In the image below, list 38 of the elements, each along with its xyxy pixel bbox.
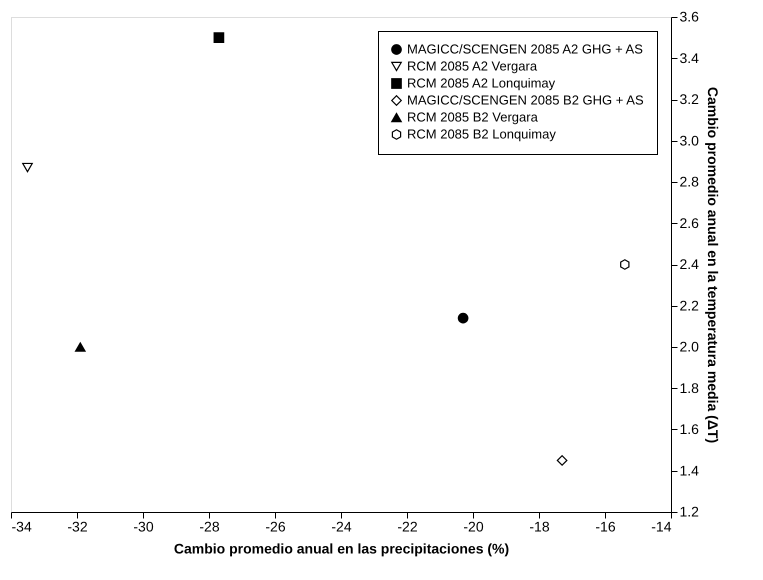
- y-tick-label: 1.2: [680, 504, 700, 520]
- legend-label: MAGICC/SCENGEN 2085 B2 GHG + AS: [407, 92, 644, 108]
- x-tick-label: -20: [463, 518, 484, 534]
- y-tick-label: 3.0: [680, 132, 700, 148]
- y-tick-label: 1.4: [680, 462, 700, 478]
- point: [458, 312, 468, 324]
- legend-label: RCM 2085 A2 Lonquimay: [407, 76, 556, 90]
- x-tick-label: -26: [265, 518, 286, 534]
- y-tick-label: 2.6: [680, 214, 700, 231]
- y-tick-label: 3.2: [680, 91, 700, 107]
- legend-label: RCM 2085 B2 Vergara: [407, 110, 539, 124]
- x-tick-label: -24: [331, 518, 352, 534]
- legend-label: MAGICC/SCENGEN 2085 A2 GHG + AS: [407, 42, 644, 56]
- legend-label: RCM 2085 A2 Vergara: [407, 58, 538, 74]
- y-tick-label: 2.0: [680, 338, 700, 354]
- y-tick-label: 2.4: [680, 256, 700, 272]
- x-tick-label: -30: [133, 518, 154, 534]
- point: [74, 342, 86, 352]
- x-tick-label: -22: [397, 518, 418, 534]
- x-tick-label: -16: [595, 518, 616, 534]
- point: [556, 455, 568, 466]
- x-tick-label: -14: [651, 518, 672, 534]
- x-tick-label: -28: [199, 518, 220, 534]
- y-tick-label: 2.8: [680, 174, 700, 190]
- x-tick-label: -18: [529, 518, 550, 534]
- x-tick-label: -32: [67, 518, 88, 534]
- y-tick-label: 1.6: [680, 421, 700, 437]
- y-tick-label: 3.6: [680, 8, 700, 24]
- x-tick-label: -34: [12, 518, 32, 534]
- y-tick-label: 1.8: [680, 380, 700, 396]
- y-tick-label: 3.4: [680, 50, 700, 66]
- point: [22, 162, 33, 172]
- point: [620, 259, 630, 270]
- x-axis-title: Cambio promedio anual en las precipitaciones (%): [174, 540, 510, 556]
- y-tick-label: 2.2: [680, 297, 700, 314]
- y-axis-title: Cambio promedio anual en la temperatura media (ΔT): [704, 86, 721, 444]
- legend-label: RCM 2085 B2 Lonquimay: [407, 126, 556, 142]
- point: [214, 32, 224, 43]
